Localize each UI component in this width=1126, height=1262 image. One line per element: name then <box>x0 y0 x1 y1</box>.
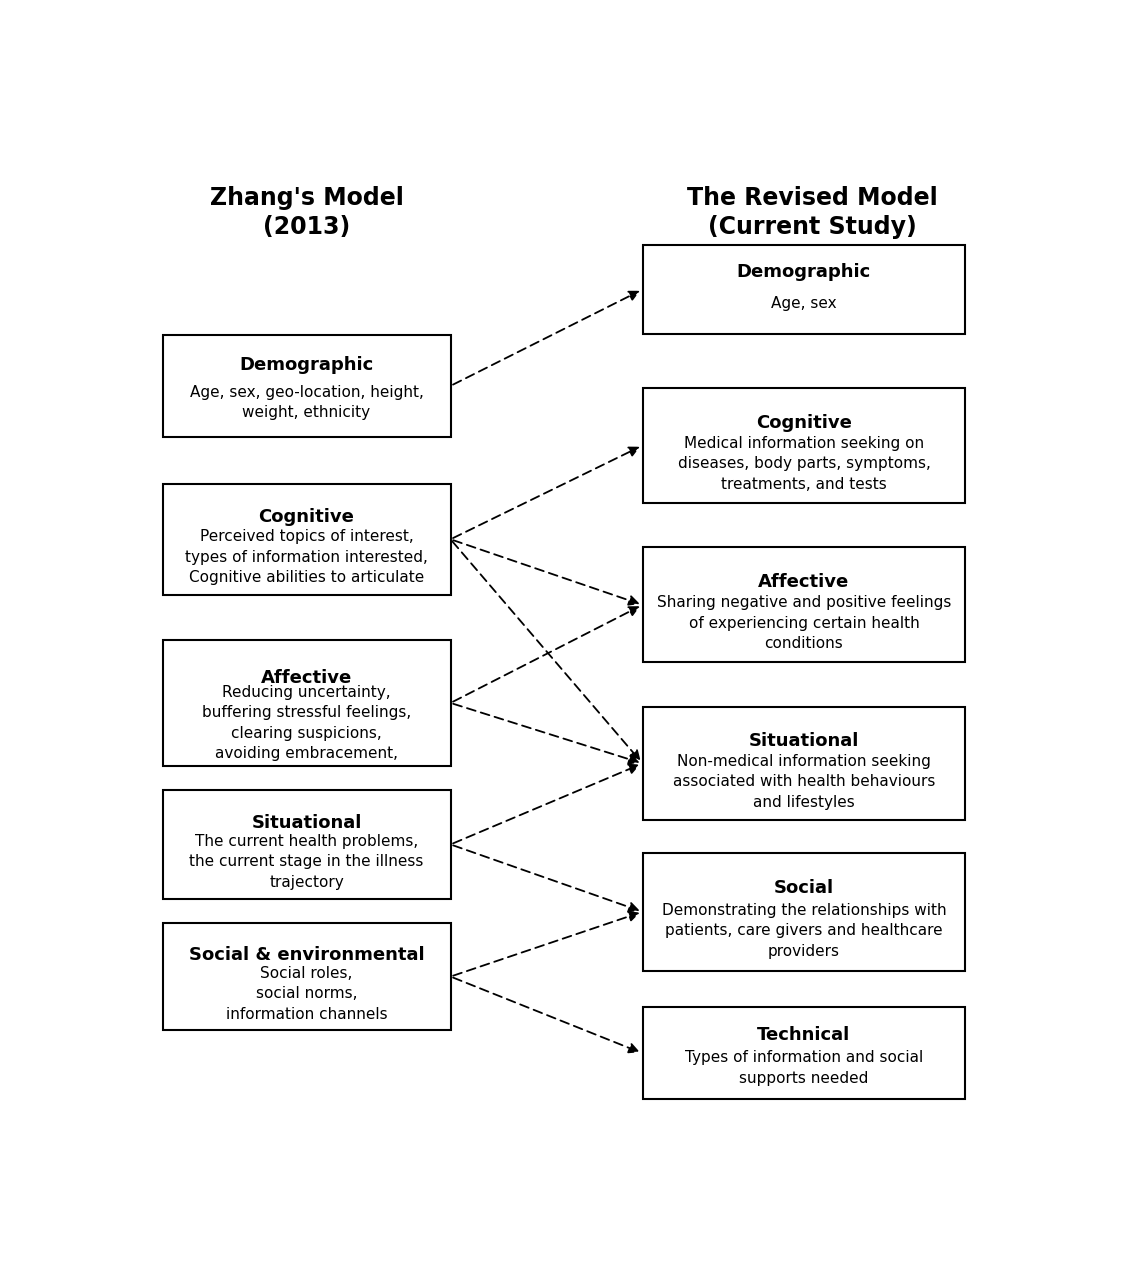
FancyBboxPatch shape <box>162 790 450 899</box>
Text: Age, sex: Age, sex <box>771 297 837 312</box>
FancyBboxPatch shape <box>643 707 965 820</box>
Text: Age, sex, geo-location, height,
weight, ethnicity: Age, sex, geo-location, height, weight, … <box>189 385 423 420</box>
FancyBboxPatch shape <box>162 334 450 437</box>
Text: Social & environmental: Social & environmental <box>189 946 425 964</box>
Text: Cognitive: Cognitive <box>259 509 355 526</box>
Text: The Revised Model
(Current Study): The Revised Model (Current Study) <box>687 186 938 240</box>
Text: Sharing negative and positive feelings
of experiencing certain health
conditions: Sharing negative and positive feelings o… <box>656 596 951 651</box>
Text: Technical: Technical <box>758 1026 850 1044</box>
FancyBboxPatch shape <box>643 1007 965 1099</box>
FancyBboxPatch shape <box>643 853 965 970</box>
Text: Social roles,
social norms,
information channels: Social roles, social norms, information … <box>225 965 387 1021</box>
Text: Demographic: Demographic <box>240 356 374 375</box>
FancyBboxPatch shape <box>643 548 965 663</box>
Text: Situational: Situational <box>749 732 859 750</box>
Text: Affective: Affective <box>758 573 850 591</box>
FancyBboxPatch shape <box>643 245 965 334</box>
Text: Demonstrating the relationships with
patients, care givers and healthcare
provid: Demonstrating the relationships with pat… <box>662 902 946 959</box>
Text: Social: Social <box>774 880 834 897</box>
Text: Medical information seeking on
diseases, body parts, symptoms,
treatments, and t: Medical information seeking on diseases,… <box>678 437 930 492</box>
Text: Perceived topics of interest,
types of information interested,
Cognitive abiliti: Perceived topics of interest, types of i… <box>185 529 428 584</box>
Text: Types of information and social
supports needed: Types of information and social supports… <box>685 1050 923 1085</box>
Text: Reducing uncertainty,
buffering stressful feelings,
clearing suspicions,
avoidin: Reducing uncertainty, buffering stressfu… <box>202 685 411 761</box>
Text: The current health problems,
the current stage in the illness
trajectory: The current health problems, the current… <box>189 834 423 890</box>
FancyBboxPatch shape <box>162 640 450 766</box>
Text: Zhang's Model
(2013): Zhang's Model (2013) <box>209 186 403 240</box>
Text: Cognitive: Cognitive <box>756 414 852 432</box>
Text: Affective: Affective <box>261 669 352 687</box>
Text: Situational: Situational <box>251 814 361 832</box>
FancyBboxPatch shape <box>643 387 965 504</box>
Text: Non-medical information seeking
associated with health behaviours
and lifestyles: Non-medical information seeking associat… <box>672 753 936 809</box>
FancyBboxPatch shape <box>162 924 450 1030</box>
Text: Demographic: Demographic <box>736 262 872 280</box>
FancyBboxPatch shape <box>162 483 450 594</box>
